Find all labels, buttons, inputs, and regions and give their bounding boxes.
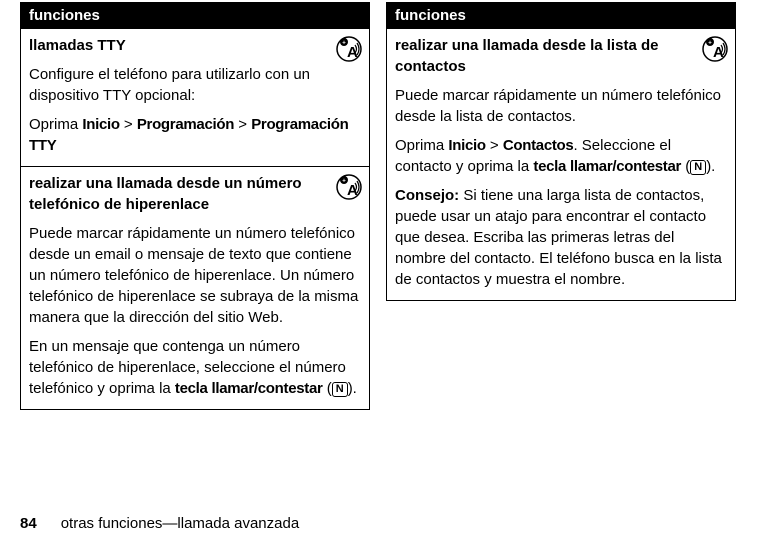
accessibility-icon [701,35,729,63]
cell-tip: Consejo: Si tiene una larga lista de con… [395,185,727,290]
table-header: funciones [21,3,369,28]
menu-path: Programación [137,116,234,133]
separator: > [234,116,251,133]
cell-text: Puede marcar rápidamente un número telef… [29,223,361,328]
cell-text: Puede marcar rápidamente un número telef… [395,85,727,127]
footer-text: otras funciones—llamada avanzada [61,515,299,532]
text: Oprima [29,116,82,133]
cell-instruction: Oprima Inicio > Programación > Programac… [29,114,361,156]
key-label: tecla llamar/contestar [175,380,323,397]
hyperlink-call-cell: realizar una llamada desde un número tel… [21,166,369,409]
cell-instruction: En un mensaje que contenga un número tel… [29,336,361,399]
left-column: funciones llamadas TTY Configure el telé… [20,2,370,410]
contacts-call-cell: realizar una llamada desde la lista de c… [387,28,735,300]
table-header: funciones [387,3,735,28]
text: Oprima [395,137,448,154]
page-footer: 84 otras funciones—llamada avanzada [20,515,299,532]
text: ). [706,158,715,175]
left-table: funciones llamadas TTY Configure el telé… [20,2,370,410]
accessibility-icon [335,35,363,63]
key-label: tecla llamar/contestar [533,158,681,175]
cell-title: realizar una llamada desde un número tel… [29,173,361,215]
menu-path: Inicio [448,137,485,154]
tip-label: Consejo: [395,187,459,204]
cell-title: llamadas TTY [29,35,361,56]
call-key-icon: N [332,382,348,397]
menu-path: Inicio [82,116,119,133]
tty-calls-cell: llamadas TTY Configure el teléfono para … [21,28,369,166]
right-column: funciones realizar una llamada desde la … [386,2,736,410]
page-number: 84 [20,515,37,532]
separator: > [120,116,137,133]
cell-title: realizar una llamada desde la lista de c… [395,35,727,77]
text: ( [681,158,690,175]
separator: > [486,137,503,154]
accessibility-icon [335,173,363,201]
menu-path: Contactos [503,137,574,154]
text: ( [323,380,332,397]
text: ). [348,380,357,397]
cell-instruction: Oprima Inicio > Contactos. Seleccione el… [395,135,727,177]
call-key-icon: N [690,160,706,175]
right-table: funciones realizar una llamada desde la … [386,2,736,301]
cell-text: Configure el teléfono para utilizarlo co… [29,64,361,106]
